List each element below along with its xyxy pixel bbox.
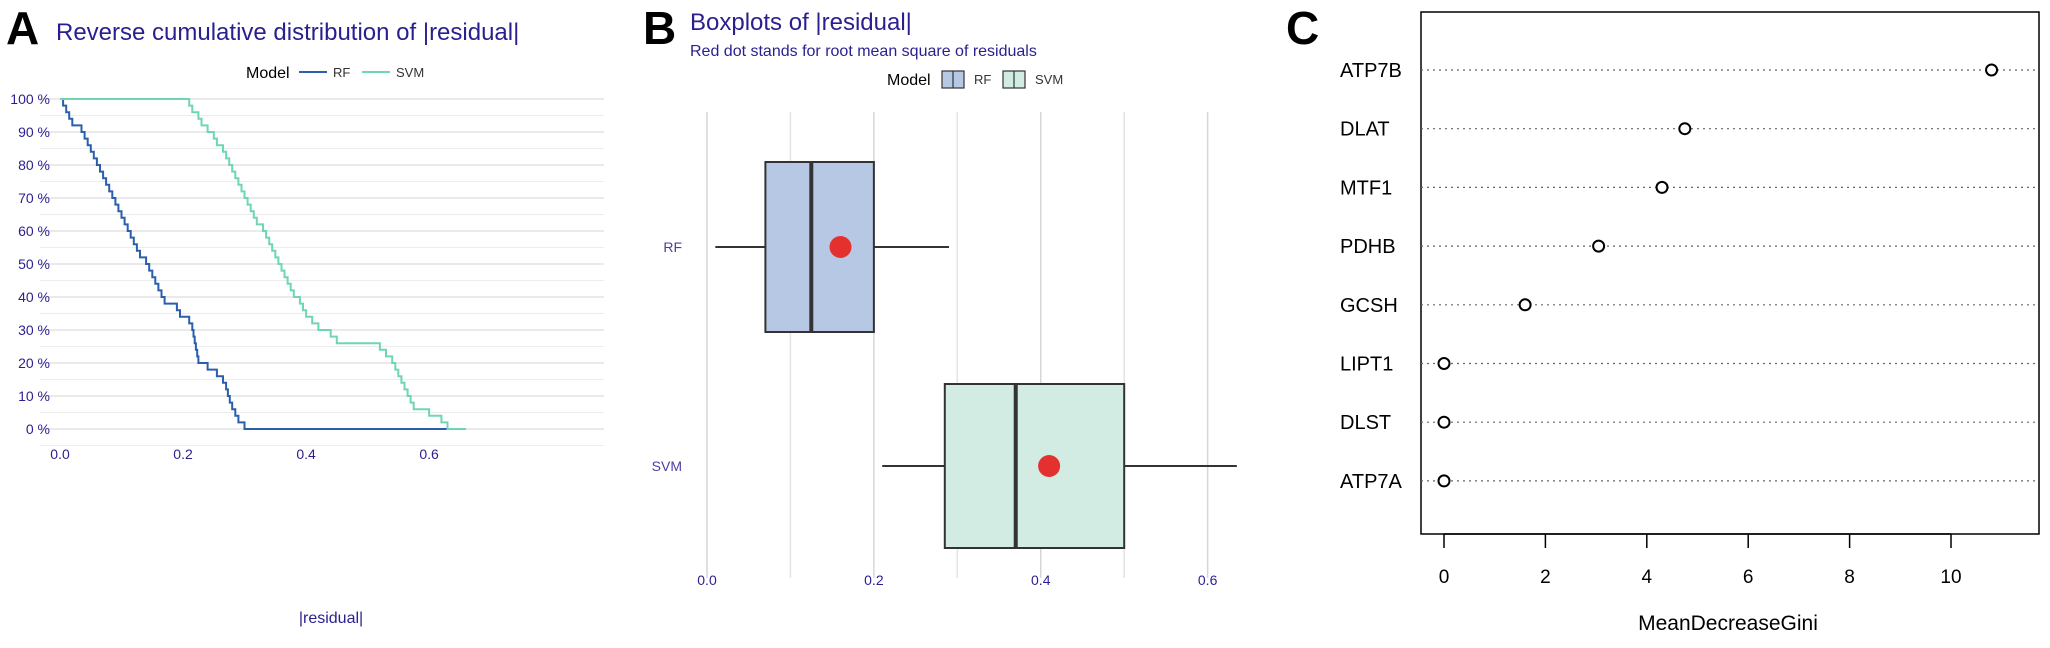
data-point bbox=[1678, 122, 1692, 136]
x-tick-label: 6 bbox=[1743, 567, 1754, 588]
y-tick-label: 50 % bbox=[18, 256, 50, 272]
x-tick-label: 0.0 bbox=[50, 446, 70, 462]
panel-b-legend: Model RF SVM bbox=[887, 70, 1063, 89]
x-tick-label: 2 bbox=[1540, 567, 1551, 588]
panel-a: A Reverse cumulative distribution of |re… bbox=[6, 2, 604, 627]
x-tick-label: 10 bbox=[1940, 567, 1961, 588]
legend-label-rf: RF bbox=[333, 65, 350, 80]
panel-a-legend: Model RF SVM bbox=[246, 65, 424, 82]
panel-a-x-axis-label: |residual| bbox=[299, 610, 363, 627]
x-tick-label: 4 bbox=[1642, 567, 1653, 588]
panel-b-boxes bbox=[715, 161, 1237, 549]
panel-c-x-axis: 0 2 4 6 8 10 bbox=[1439, 533, 1962, 588]
data-point bbox=[1437, 474, 1451, 488]
gene-label: MTF1 bbox=[1340, 177, 1392, 199]
x-tick-label: 8 bbox=[1844, 567, 1855, 588]
gene-label: GCSH bbox=[1340, 295, 1398, 317]
panel-b-x-tick-labels: 0.0 0.2 0.4 0.6 bbox=[697, 572, 1217, 588]
panel-c-plot-frame bbox=[1420, 11, 2040, 535]
gene-label: PDHB bbox=[1340, 236, 1396, 258]
y-tick-label: 100 % bbox=[10, 91, 50, 107]
data-point bbox=[1655, 180, 1669, 194]
gene-label: ATP7A bbox=[1340, 471, 1403, 493]
panel-b-category-labels: RF SVM bbox=[652, 239, 682, 474]
data-point bbox=[1985, 63, 1999, 77]
x-tick-label: 0.6 bbox=[419, 446, 439, 462]
data-point bbox=[1592, 239, 1606, 253]
y-tick-label: 10 % bbox=[18, 388, 50, 404]
panel-a-gridlines bbox=[40, 98, 604, 446]
series-line-svm bbox=[60, 98, 466, 430]
category-label-rf: RF bbox=[663, 239, 682, 255]
panel-b-title: Boxplots of |residual| bbox=[690, 9, 912, 36]
series-line-rf bbox=[60, 98, 448, 430]
panel-c: C ATP7B DLAT MTF1 PDHB GCSH LIPT1 DLST ATP7A 0 2… bbox=[1286, 2, 2040, 635]
legend-label-rf: RF bbox=[974, 72, 991, 87]
y-tick-label: 20 % bbox=[18, 355, 50, 371]
panel-a-legend-title: Model bbox=[246, 65, 290, 82]
panel-c-letter: C bbox=[1286, 2, 1319, 54]
panel-a-x-tick-labels: 0.0 0.2 0.4 0.6 bbox=[50, 446, 439, 462]
panel-b-letter: B bbox=[643, 2, 676, 54]
category-label-svm: SVM bbox=[652, 458, 682, 474]
box-svm bbox=[943, 383, 1126, 549]
gene-label: DLAT bbox=[1340, 119, 1390, 141]
legend-label-svm: SVM bbox=[396, 65, 424, 80]
x-tick-label: 0.2 bbox=[864, 572, 884, 588]
data-point bbox=[1437, 357, 1451, 370]
data-point bbox=[1518, 298, 1532, 312]
panel-c-rows: ATP7B DLAT MTF1 PDHB GCSH LIPT1 DLST ATP7A bbox=[1340, 60, 2039, 493]
y-tick-label: 90 % bbox=[18, 124, 50, 140]
y-tick-label: 30 % bbox=[18, 322, 50, 338]
x-tick-label: 0.2 bbox=[173, 446, 193, 462]
x-tick-label: 0.4 bbox=[1031, 572, 1051, 588]
gene-label: LIPT1 bbox=[1340, 354, 1393, 376]
panel-a-y-tick-labels: 0 % 10 % 20 % 30 % 40 % 50 % 60 % 70 % 80 % 90 % 1… bbox=[10, 91, 50, 437]
y-tick-label: 60 % bbox=[18, 223, 50, 239]
panel-a-title: Reverse cumulative distribution of |resi… bbox=[56, 19, 519, 46]
panel-a-letter: A bbox=[6, 2, 39, 54]
gene-label: ATP7B bbox=[1340, 60, 1402, 82]
panel-a-series bbox=[60, 98, 466, 430]
rmse-dot-svm bbox=[1038, 455, 1061, 477]
panel-b: B Boxplots of |residual| Red dot stands … bbox=[643, 2, 1237, 588]
panel-b-subtitle: Red dot stands for root mean square of r… bbox=[690, 43, 1037, 60]
y-tick-label: 0 % bbox=[26, 421, 50, 437]
data-point bbox=[1437, 415, 1451, 429]
panel-c-x-axis-label: MeanDecreaseGini bbox=[1638, 612, 1818, 635]
x-tick-label: 0.6 bbox=[1198, 572, 1218, 588]
legend-label-svm: SVM bbox=[1035, 72, 1063, 87]
y-tick-label: 70 % bbox=[18, 190, 50, 206]
x-tick-label: 0.4 bbox=[296, 446, 316, 462]
y-tick-label: 40 % bbox=[18, 289, 50, 305]
x-tick-label: 0.0 bbox=[697, 572, 717, 588]
box-rf bbox=[764, 161, 875, 333]
panel-b-legend-title: Model bbox=[887, 72, 931, 89]
rmse-dot-rf bbox=[829, 236, 852, 258]
x-tick-label: 0 bbox=[1439, 567, 1450, 588]
y-tick-label: 80 % bbox=[18, 157, 50, 173]
gene-label: DLST bbox=[1340, 412, 1391, 434]
